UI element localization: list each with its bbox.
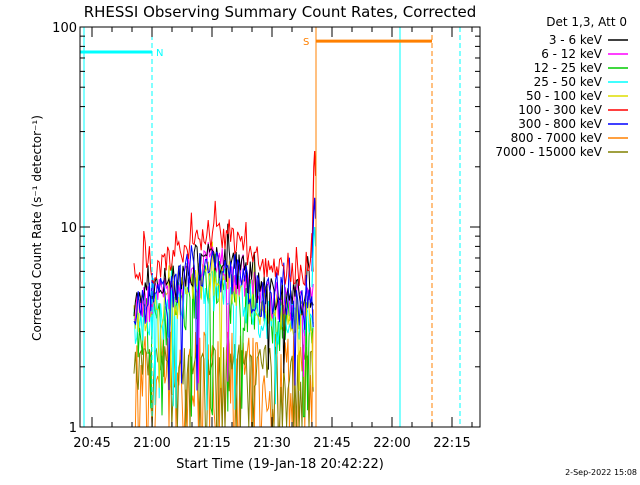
x-tick-label: 21:00 bbox=[133, 436, 170, 451]
footer-timestamp: 2-Sep-2022 15:08 bbox=[565, 468, 637, 477]
x-tick-label: 21:15 bbox=[193, 436, 230, 451]
plot-frame bbox=[79, 26, 481, 428]
legend-label: 12 - 25 keV bbox=[534, 61, 603, 75]
legend-label: 7000 - 15000 keV bbox=[495, 145, 602, 159]
band-label-N: N bbox=[156, 48, 163, 59]
series-300-800-kev bbox=[133, 245, 314, 391]
flare-spike-0 bbox=[311, 150, 317, 259]
series-100-300-kev bbox=[133, 200, 314, 287]
chart-title: RHESSI Observing Summary Count Rates, Co… bbox=[84, 3, 477, 21]
x-tick-label: 21:30 bbox=[253, 436, 290, 451]
y-tick-label: 100 bbox=[52, 21, 77, 36]
y-axis-label: Corrected Count Rate (s⁻¹ detector⁻¹) bbox=[30, 115, 44, 341]
legend-label: 50 - 100 keV bbox=[526, 89, 603, 103]
legend-label: 800 - 7000 keV bbox=[511, 131, 603, 145]
x-tick-label: 22:00 bbox=[373, 436, 410, 451]
x-tick-label: 20:45 bbox=[73, 436, 110, 451]
y-tick-label: 10 bbox=[60, 221, 77, 236]
legend-label: 100 - 300 keV bbox=[518, 103, 602, 117]
series-7000-15000-kev bbox=[133, 344, 314, 428]
y-tick-label: 1 bbox=[69, 421, 77, 436]
x-axis-label: Start Time (19-Jan-18 20:42:22) bbox=[176, 457, 384, 472]
legend-label: 6 - 12 keV bbox=[541, 47, 603, 61]
legend-label: 3 - 6 keV bbox=[549, 33, 603, 47]
legend-title: Det 1,3, Att 0 bbox=[546, 15, 627, 29]
x-tick-label: 21:45 bbox=[313, 436, 350, 451]
plot-area: N S 1 10 100 20:45 21:00 21:15 21:30 21:45 22:00 22… bbox=[52, 21, 481, 451]
flare-spike-2 bbox=[311, 226, 317, 288]
band-label-S: S bbox=[303, 37, 309, 48]
flare-spike-1 bbox=[311, 197, 317, 272]
legend-label: 300 - 800 keV bbox=[518, 117, 602, 131]
legend-label: 25 - 50 keV bbox=[534, 75, 603, 89]
x-tick-label: 22:15 bbox=[433, 436, 470, 451]
